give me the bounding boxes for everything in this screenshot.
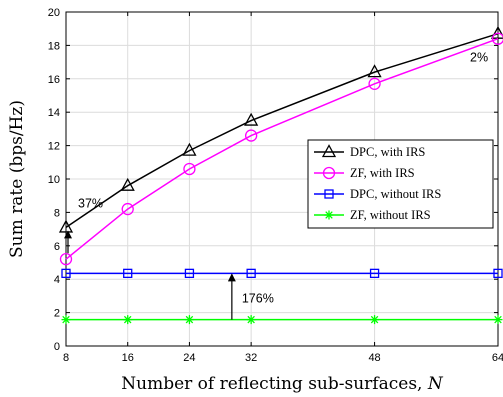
data-series — [58, 25, 503, 325]
star-marker — [61, 315, 71, 325]
y-tick-label: 6 — [54, 241, 60, 253]
star-marker — [246, 315, 256, 325]
triangle-marker — [321, 144, 337, 158]
legend-label: DPC, with IRS — [350, 145, 425, 159]
star-marker — [324, 210, 334, 220]
series-line — [65, 38, 499, 260]
legend-entry: ZF, without IRS — [314, 208, 431, 222]
triangle-marker — [244, 112, 259, 126]
square-marker — [184, 268, 195, 279]
x-tick-label: 8 — [63, 352, 69, 364]
square-marker — [246, 268, 256, 279]
y-axis-label: Sum rate (bps/Hz) — [7, 100, 27, 258]
legend: DPC, with IRS ZF, with IRS DPC, without IR… — [307, 139, 494, 229]
y-tick-label: 2 — [54, 308, 60, 320]
star-marker — [493, 315, 503, 325]
square-marker — [123, 268, 133, 279]
series-zf-with-irs — [59, 32, 503, 266]
x-axis-label: Number of reflecting sub-surfaces, N — [121, 374, 444, 394]
circle-marker — [121, 202, 134, 216]
y-tick-label: 4 — [54, 274, 60, 286]
square-marker — [324, 189, 334, 199]
x-axis-variable: N — [427, 374, 444, 394]
y-tick-label: 10 — [48, 174, 60, 186]
x-tick-label: 16 — [122, 352, 134, 364]
y-tick-label: 8 — [54, 207, 60, 219]
legend-entry: ZF, with IRS — [314, 166, 415, 180]
legend-entry: DPC, with IRS — [314, 144, 425, 159]
x-tick-label: 24 — [183, 352, 195, 364]
annotation-label: 176% — [242, 291, 274, 305]
legend-label: ZF, with IRS — [350, 166, 415, 180]
square-marker — [493, 268, 503, 279]
y-tick-label: 0 — [54, 341, 60, 353]
series-line — [65, 32, 499, 229]
y-tick-label: 12 — [48, 141, 60, 153]
circle-marker — [59, 253, 73, 266]
circle-marker — [368, 77, 381, 90]
y-tick-label: 14 — [48, 107, 60, 119]
star-marker — [184, 315, 194, 325]
x-tick-label: 32 — [245, 352, 257, 364]
legend-box — [307, 139, 494, 229]
series-dpc-without-irs — [61, 268, 503, 279]
star-marker — [123, 315, 133, 325]
y-tick-label: 18 — [48, 40, 60, 52]
circle-marker — [322, 166, 336, 180]
y-tick-label: 20 — [48, 7, 60, 19]
legend-label: DPC, without IRS — [350, 187, 441, 201]
square-marker — [61, 268, 71, 279]
legend-label: ZF, without IRS — [350, 208, 431, 222]
star-marker — [370, 315, 380, 325]
circle-marker — [491, 32, 503, 45]
annotation-label: 2% — [470, 51, 488, 65]
x-tick-label: 64 — [492, 352, 503, 364]
triangle-marker — [182, 142, 197, 156]
triangle-marker — [490, 25, 503, 39]
legend-entry: DPC, without IRS — [314, 187, 441, 201]
triangle-marker — [120, 177, 135, 191]
x-tick-label: 48 — [368, 352, 380, 364]
y-axis-ticks: 0 2 4 6 8 10 12 14 16 18 20 — [48, 7, 498, 353]
square-marker — [369, 268, 380, 279]
y-tick-label: 16 — [48, 74, 60, 86]
annotations: 37% 176% 2% — [64, 51, 488, 320]
series-zf-without-irs — [61, 315, 503, 325]
x-axis-ticks: 8 16 24 32 48 64 — [63, 12, 503, 364]
circle-marker — [244, 129, 258, 142]
circle-marker — [183, 162, 196, 176]
triangle-marker — [367, 64, 382, 78]
annotation-label: 37% — [78, 196, 103, 210]
